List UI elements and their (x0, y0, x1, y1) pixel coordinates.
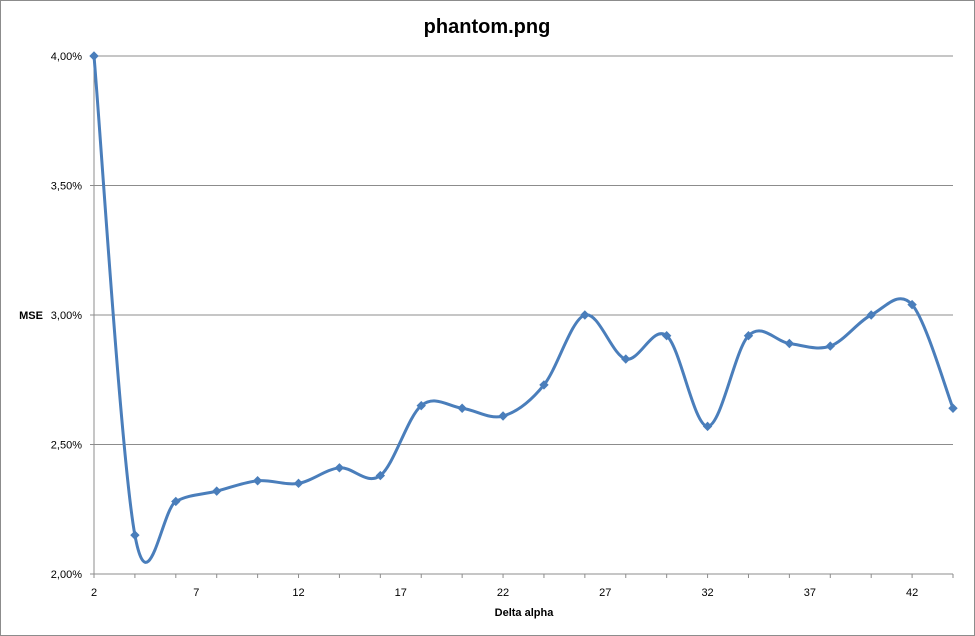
data-point (171, 496, 181, 507)
data-point (89, 51, 99, 61)
data-point (948, 403, 958, 413)
data-point (866, 310, 876, 320)
data-point (375, 470, 386, 481)
data-point (252, 476, 263, 486)
y-tick-labels: 2,00% 2,50% 3,00% 3,50% 4,00% (51, 51, 82, 581)
x-tick-label: 7 (193, 587, 199, 599)
data-point (539, 380, 549, 390)
x-axis-title: Delta alpha (495, 607, 555, 619)
data-point (661, 331, 672, 341)
x-tick-label: 37 (804, 587, 816, 599)
data-point (580, 310, 590, 320)
series-layer (89, 51, 958, 564)
data-point (334, 463, 345, 473)
data-point (743, 331, 754, 341)
data-point (825, 341, 835, 351)
series-line (92, 55, 955, 564)
x-tick-label: 27 (599, 587, 611, 599)
y-tick-label: 2,00% (51, 569, 82, 581)
x-tick-label: 17 (395, 587, 407, 599)
gridlines (94, 55, 953, 445)
data-point (784, 338, 795, 349)
data-point (457, 403, 467, 413)
x-tick-label: 32 (701, 587, 713, 599)
y-tick-label: 3,00% (51, 310, 82, 322)
x-tick-label: 2 (91, 587, 97, 599)
x-tick-labels: 2 7 12 17 22 27 32 37 42 (91, 587, 918, 599)
y-tick-label: 2,50% (51, 440, 82, 452)
data-point (416, 400, 426, 411)
data-point (621, 354, 631, 364)
y-axis-title: MSE (19, 310, 43, 322)
data-point (907, 299, 917, 310)
data-point (293, 478, 304, 489)
y-tick-label: 3,50% (51, 181, 82, 193)
y-tick-label: 4,00% (51, 51, 82, 63)
x-tick-label: 42 (906, 587, 918, 599)
x-tick-label: 22 (497, 587, 509, 599)
data-point (702, 421, 713, 432)
axes (90, 55, 954, 578)
chart-title: phantom.png (424, 16, 551, 38)
data-point (212, 486, 222, 496)
x-tick-label: 12 (292, 587, 304, 599)
data-point (498, 411, 508, 421)
data-point (130, 530, 140, 540)
